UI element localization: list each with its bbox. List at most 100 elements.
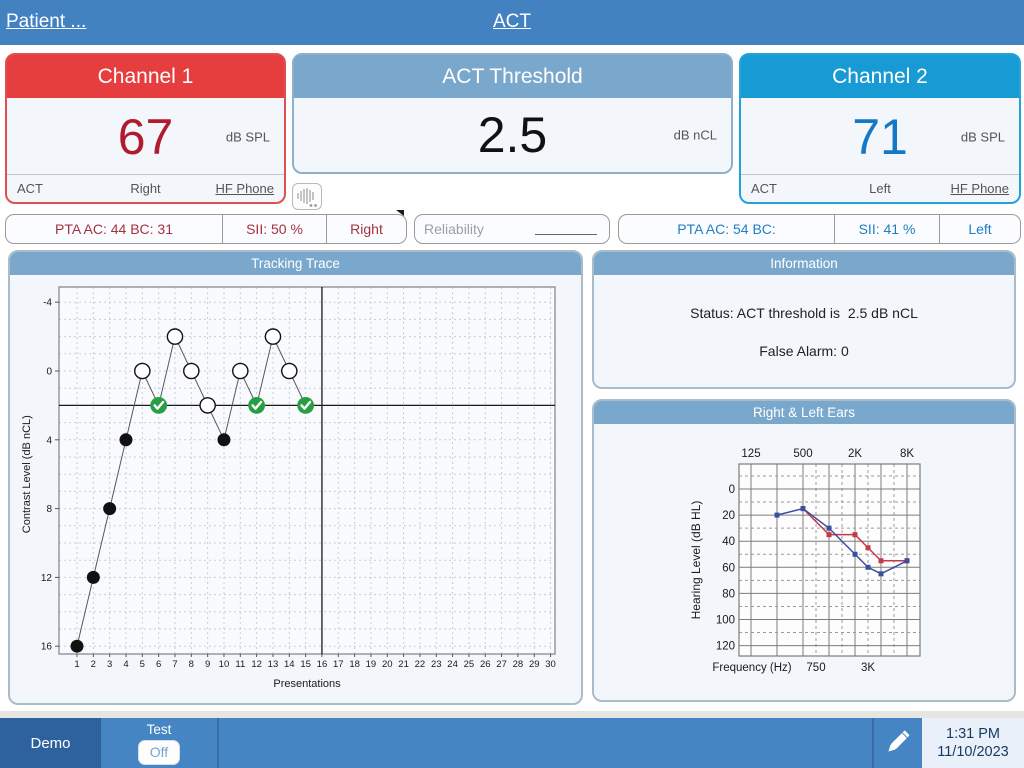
svg-text:30: 30 (545, 659, 556, 670)
channel2-panel: Channel 2 71 dB SPL ACT Left HF Phone (739, 53, 1021, 204)
top-menu-bar: Patient ... ACT (0, 0, 1024, 45)
act-threshold-unit: dB nCL (673, 127, 717, 143)
svg-text:17: 17 (333, 659, 344, 670)
svg-text:4: 4 (46, 435, 52, 446)
svg-text:2K: 2K (848, 448, 862, 460)
svg-text:Presentations: Presentations (273, 678, 341, 690)
left-ear-pta: PTA AC: 54 BC: (677, 221, 776, 237)
svg-text:80: 80 (722, 588, 735, 600)
svg-text:13: 13 (268, 659, 279, 670)
tracking-trace-panel: Tracking Trace 1 2 3 4 5 6 7 8 9 10 11 12 13 14 15 16 17… (8, 250, 583, 705)
svg-text:Contrast Level (dB nCL): Contrast Level (dB nCL) (21, 415, 33, 533)
svg-text:0: 0 (46, 367, 52, 378)
demo-mode-button[interactable]: Demo (0, 718, 101, 768)
svg-text:9: 9 (205, 659, 210, 670)
channel1-level-value: 67 (117, 109, 174, 165)
left-ear-label[interactable]: Left (939, 215, 1020, 243)
svg-text:14: 14 (284, 659, 295, 670)
svg-text:Frequency (Hz): Frequency (Hz) (712, 662, 791, 674)
left-ear-summary-bar: PTA AC: 54 BC: SII: 41 % Left (618, 214, 1021, 244)
information-header: Information (594, 252, 1014, 275)
channel2-level-value: 71 (852, 109, 908, 165)
channel2-ear-selector[interactable]: Left (869, 181, 891, 196)
channel2-transducer-link[interactable]: HF Phone (950, 181, 1009, 196)
speaker-grille-icon (297, 188, 317, 207)
reliability-label: Reliability (424, 221, 484, 237)
tracking-trace-header: Tracking Trace (10, 252, 581, 275)
svg-text:22: 22 (415, 659, 426, 670)
channel2-test-type[interactable]: ACT (751, 181, 777, 196)
svg-text:0: 0 (729, 484, 735, 496)
svg-text:16: 16 (317, 659, 328, 670)
svg-text:12: 12 (251, 659, 262, 670)
svg-text:6: 6 (156, 659, 161, 670)
right-ear-sii: SII: 50 % (222, 215, 326, 243)
svg-text:8: 8 (46, 504, 52, 515)
pencil-icon (888, 730, 910, 752)
svg-text:10: 10 (219, 659, 230, 670)
test-title-link[interactable]: ACT (493, 11, 531, 32)
test-cell: Test Off (101, 718, 217, 768)
svg-text:18: 18 (349, 659, 360, 670)
false-alarm-text: False Alarm: 0 (759, 343, 849, 359)
svg-text:100: 100 (716, 615, 735, 627)
channel1-footer: ACT Right HF Phone (7, 174, 284, 202)
svg-text:-4: -4 (43, 298, 52, 309)
channel1-panel: Channel 1 67 dB SPL ACT Right HF Phone (5, 53, 286, 204)
patient-menu-link[interactable]: Patient ... (6, 11, 87, 32)
svg-text:11: 11 (235, 659, 245, 670)
svg-text:23: 23 (431, 659, 442, 670)
act-threshold-value: 2.5 (477, 107, 548, 163)
channel1-ear-selector[interactable]: Right (130, 181, 161, 196)
svg-text:16: 16 (41, 642, 53, 653)
svg-text:27: 27 (496, 659, 507, 670)
ear-selector-notch-icon (396, 210, 404, 216)
status-text: Status: ACT threshold is 2.5 dB nCL (690, 305, 918, 321)
reliability-box: Reliability (414, 214, 610, 244)
clock-display: 1:31 PM 11/10/2023 (922, 718, 1024, 768)
audiogram-header: Right & Left Ears (594, 401, 1014, 424)
test-label: Test (146, 722, 172, 737)
act-threshold-panel: ACT Threshold 2.5 dB nCL (292, 53, 733, 174)
svg-text:4: 4 (123, 659, 128, 670)
bottom-divider-strip (0, 711, 1024, 718)
svg-text:Hearing Level (dB HL): Hearing Level (dB HL) (689, 501, 703, 620)
channel1-header: Channel 1 (7, 55, 284, 98)
edit-notes-button[interactable] (876, 720, 920, 766)
svg-text:3: 3 (107, 659, 112, 670)
svg-text:7: 7 (172, 659, 177, 670)
tracking-trace-chart: 1 2 3 4 5 6 7 8 9 10 11 12 13 14 15 16 17 18 19 20 21 22 23 24 2… (21, 286, 556, 690)
right-ear-label[interactable]: Right (326, 215, 406, 243)
svg-text:750: 750 (806, 662, 825, 674)
svg-text:60: 60 (722, 562, 735, 574)
svg-text:19: 19 (366, 659, 377, 670)
svg-text:40: 40 (722, 536, 735, 548)
test-off-button[interactable]: Off (138, 740, 180, 765)
channel1-transducer-link[interactable]: HF Phone (215, 181, 274, 196)
svg-text:125: 125 (741, 448, 760, 460)
svg-text:5: 5 (140, 659, 145, 670)
act-threshold-header: ACT Threshold (294, 55, 731, 98)
audiogram-panel: Right & Left Ears 125 500 2K 8K 0 20 40 60 80 100… (592, 399, 1016, 702)
svg-text:8: 8 (189, 659, 194, 670)
statusbar-divider (872, 718, 874, 768)
channel1-level-unit: dB SPL (225, 129, 270, 145)
channel2-level-unit: dB SPL (960, 129, 1005, 145)
right-ear-pta: PTA AC: 44 BC: 31 (54, 221, 174, 237)
svg-text:29: 29 (529, 659, 540, 670)
svg-text:24: 24 (447, 659, 458, 670)
svg-text:8K: 8K (900, 448, 914, 460)
status-bar: Demo Test Off 1:31 PM 11/10/2023 (0, 718, 1024, 768)
svg-text:28: 28 (513, 659, 524, 670)
svg-text:1: 1 (74, 659, 79, 670)
svg-text:20: 20 (722, 510, 735, 522)
date-text: 11/10/2023 (937, 744, 1009, 760)
audiogram-chart: 125 500 2K 8K 0 20 40 60 80 100 120 Frequency (Hz) 7… (689, 448, 921, 674)
svg-text:2: 2 (91, 659, 96, 670)
monitor-button[interactable] (292, 183, 322, 210)
channel1-test-type[interactable]: ACT (17, 181, 43, 196)
right-ear-summary-bar: PTA AC: 44 BC: 31 SII: 50 % Right (5, 214, 407, 244)
statusbar-divider (217, 718, 219, 768)
left-ear-sii: SII: 41 % (834, 215, 939, 243)
svg-text:25: 25 (464, 659, 475, 670)
